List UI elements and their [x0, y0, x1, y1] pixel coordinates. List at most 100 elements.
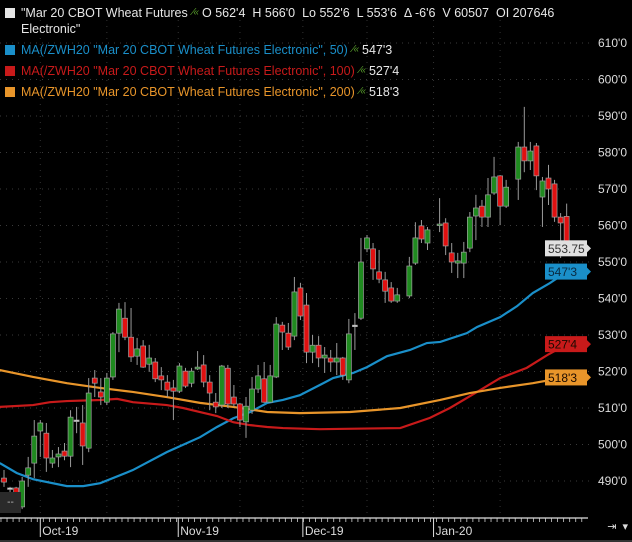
candle-body-down [206, 381, 213, 394]
candle-body-up [485, 194, 491, 218]
stat-5: V 60507 [442, 6, 489, 20]
candle-body-down [91, 377, 98, 384]
candle [194, 351, 201, 371]
candle-body-down [388, 287, 395, 302]
candle [237, 402, 243, 427]
candle-body-down [279, 324, 286, 333]
main-color-swatch [5, 8, 15, 18]
candle [212, 393, 219, 414]
candle-body-down [418, 225, 425, 240]
candle [473, 194, 479, 241]
candle [515, 141, 522, 200]
candle-body-up [37, 422, 44, 432]
candle-body-down [327, 357, 334, 363]
candle-body-up [116, 308, 122, 334]
candle-body-up [291, 291, 298, 337]
candle-body-up [25, 467, 32, 476]
candle-body-up [188, 370, 195, 384]
candle-body-up [527, 150, 534, 162]
candle-body-down [315, 344, 322, 359]
candle-body-up [146, 357, 153, 365]
legend-ma-1[interactable]: MA(/ZWH20 "Mar 20 CBOT Wheat Futures Ele… [5, 63, 399, 79]
candle [339, 356, 346, 380]
candle [200, 355, 207, 388]
candle [497, 175, 503, 226]
candle-body-down [370, 248, 376, 270]
candle [225, 364, 231, 408]
candle [128, 307, 134, 363]
candle-body-up [358, 261, 364, 319]
stat-4: Δ -6'6 [403, 6, 436, 20]
candle-body-down [261, 378, 267, 403]
candle-body-down [1, 477, 7, 483]
candle-body-up [255, 375, 261, 390]
price-tick-label: 510'0 [598, 401, 627, 415]
candle [1, 470, 7, 487]
price-axis[interactable]: 610'0 600'0 590'0 580'0 570'0 560'0 550'0 540'0… [598, 36, 627, 488]
price-tick-label: 500'0 [598, 438, 627, 452]
candle [491, 156, 497, 195]
price-tick-label: 600'0 [598, 73, 627, 87]
candle [122, 302, 128, 341]
candle-body-up [49, 457, 56, 464]
corner-indicator[interactable]: -- [0, 492, 21, 513]
candle-body-up [309, 344, 316, 353]
candle [249, 376, 255, 414]
ma-color-swatch [5, 66, 15, 76]
candle [110, 332, 116, 380]
expand-axis-icon[interactable]: ⇥ [607, 521, 617, 533]
legend-ma-0[interactable]: MA(/ZWH20 "Mar 20 CBOT Wheat Futures Ele… [5, 42, 392, 58]
legend-ma-2[interactable]: MA(/ZWH20 "Mar 20 CBOT Wheat Futures Ele… [5, 84, 399, 100]
time-axis[interactable]: Oct-19 Nov-19 Dec-19 Jan-20 [0, 517, 588, 538]
dropdown-arrow-icon[interactable]: ▾ [622, 521, 628, 533]
stat-6: OI 207646 [496, 6, 555, 20]
candle [79, 405, 86, 465]
candle-body-down [182, 370, 189, 387]
candle [91, 370, 98, 398]
candle-body-up [7, 487, 13, 490]
legend-main-symbol[interactable]: "Mar 20 CBOT Wheat Futures ⁄« O 562'4 H 5… [5, 5, 561, 21]
ma-value: 518'3 [368, 85, 400, 99]
candle [412, 222, 419, 265]
stat-1: H 566'0 [252, 6, 296, 20]
candle [146, 344, 153, 372]
candle-body-down [79, 422, 86, 447]
price-tick-label: 590'0 [598, 109, 627, 123]
ma-marker-2-label: 518'3 [548, 371, 577, 385]
ma-value: 527'4 [368, 64, 400, 78]
candle-body-down [231, 396, 237, 405]
candle [406, 256, 413, 299]
ma-color-swatch [5, 87, 15, 97]
price-tick-label: 530'0 [598, 328, 627, 342]
candle [297, 282, 304, 321]
ma-marker-2-pointer [587, 373, 591, 382]
ma-marker-0-box [545, 263, 587, 280]
candle [279, 321, 286, 350]
candle [25, 456, 32, 487]
candle [539, 176, 546, 227]
candle-body-down [225, 367, 231, 405]
candle-body-up [394, 294, 401, 302]
candle-body-down [479, 205, 485, 218]
candle-body-down [170, 387, 177, 392]
candle [140, 340, 146, 368]
candle-body-down [43, 432, 50, 459]
month-label: Jan-20 [436, 524, 473, 538]
candle [352, 313, 358, 350]
candle [382, 271, 388, 303]
last-price-marker-pointer [587, 244, 591, 253]
moving-average-lines [0, 270, 568, 488]
candle [255, 364, 261, 394]
candle-body-up [539, 180, 546, 198]
candle-body-up [454, 260, 461, 264]
ma-marker-1-box [545, 336, 587, 353]
candle-body-down [448, 252, 455, 263]
stat-0: O 562'4 [202, 6, 246, 20]
trend-indicator-icon: ⁄« [359, 86, 366, 97]
candle [37, 420, 44, 457]
candle-body-up [267, 375, 274, 403]
candle [321, 347, 328, 373]
candle [448, 243, 455, 273]
price-tick-label: 560'0 [598, 219, 627, 233]
candle [527, 141, 534, 171]
